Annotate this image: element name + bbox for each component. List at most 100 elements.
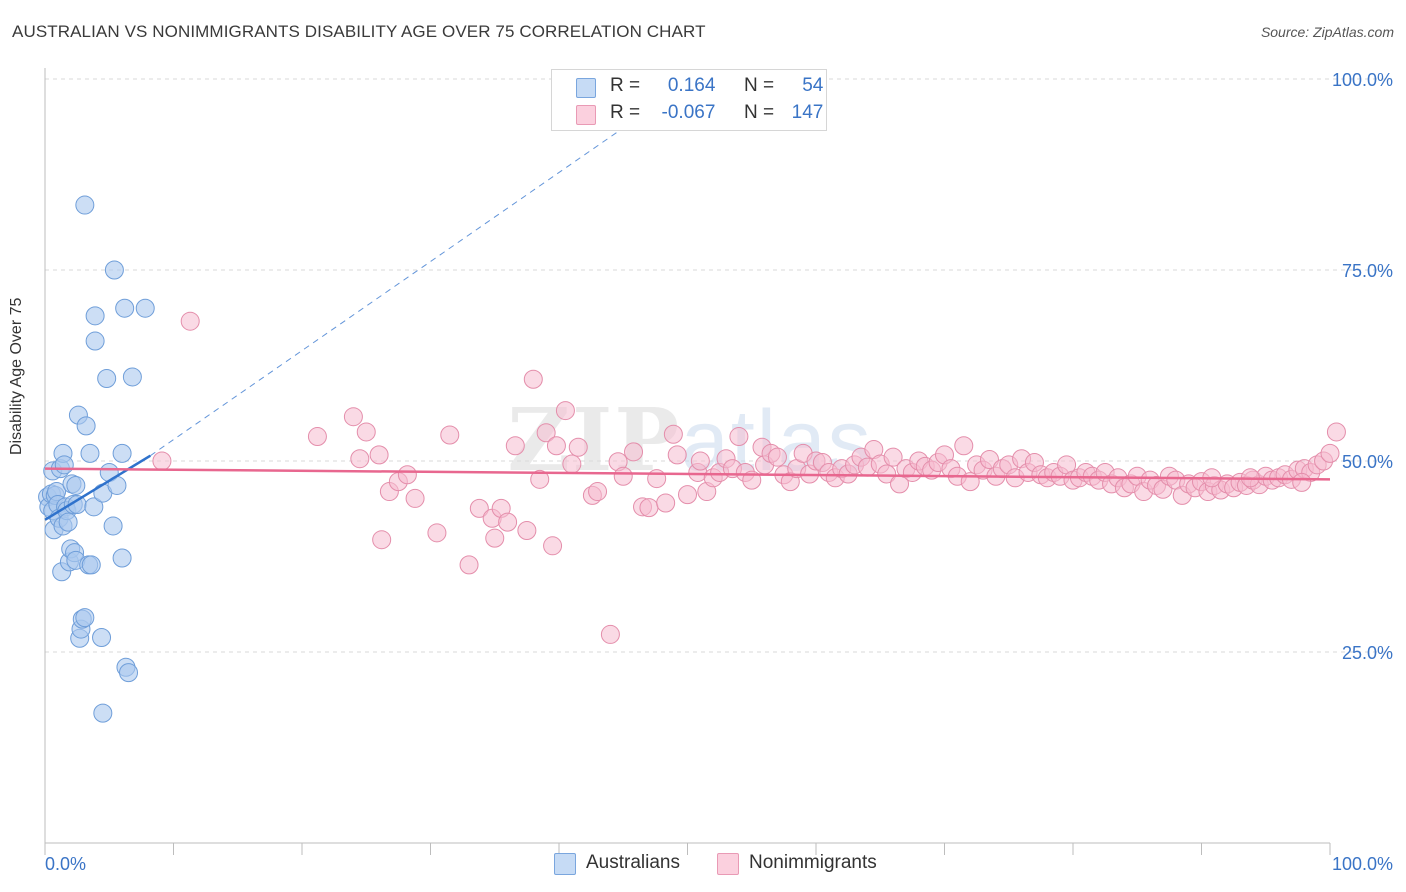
y-tick-label: 100.0% — [1332, 70, 1393, 90]
legend-swatch-blue — [576, 78, 596, 98]
legend-swatch-pink — [576, 105, 596, 125]
legend-n-label: N = — [743, 75, 775, 96]
nonimmigrants-point — [663, 424, 683, 444]
x-tick-label: 0.0% — [45, 854, 86, 874]
nonimmigrants-point — [546, 436, 566, 456]
nonimmigrants-point — [505, 436, 525, 456]
australians-point — [135, 298, 155, 318]
x-tick-label: 100.0% — [1332, 854, 1393, 874]
bottom-legend-label: Australians — [586, 852, 680, 873]
bottom-legend-label: Nonimmigrants — [749, 852, 877, 873]
nonimmigrants-trend-line — [44, 467, 1331, 481]
nonimmigrants-point — [656, 493, 676, 513]
legend-n-label: N = — [743, 102, 775, 123]
australians-trend-line — [44, 454, 152, 521]
nonimmigrants-point — [729, 427, 749, 447]
nonimmigrants-point — [667, 445, 687, 465]
nonimmigrants-point — [954, 436, 974, 456]
australians-point — [104, 260, 124, 280]
nonimmigrants-point — [350, 449, 370, 469]
legend-r-value: -0.067 — [661, 102, 716, 123]
australians-point — [112, 548, 132, 568]
australians-points — [38, 195, 155, 723]
australians-point — [80, 443, 100, 463]
y-tick-label: 50.0% — [1342, 452, 1393, 472]
y-tick-label: 25.0% — [1342, 643, 1393, 663]
legend-r-label: R = — [610, 75, 641, 96]
nonimmigrants-point — [536, 423, 556, 443]
nonimmigrants-point — [427, 523, 447, 543]
nonimmigrants-point — [356, 422, 376, 442]
nonimmigrants-point — [568, 437, 588, 457]
nonimmigrants-point — [152, 451, 172, 471]
australians-point — [84, 497, 104, 517]
australians-point — [76, 416, 96, 436]
australians-point — [85, 306, 105, 326]
legend-n-value: 54 — [802, 75, 824, 96]
nonimmigrants-point — [405, 488, 425, 508]
australians-point — [85, 331, 105, 351]
nonimmigrants-point — [530, 469, 550, 489]
nonimmigrants-point — [600, 624, 620, 644]
nonimmigrants-point — [440, 425, 460, 445]
australians-point — [112, 443, 132, 463]
nonimmigrants-point — [485, 528, 505, 548]
axis-layer — [44, 68, 1331, 855]
nonimmigrants-point — [459, 555, 479, 575]
australians-point — [66, 475, 86, 495]
nonimmigrants-point — [639, 498, 659, 518]
nonimmigrants-point — [767, 447, 787, 467]
nonimmigrants-point — [1292, 472, 1312, 492]
nonimmigrants-point — [523, 369, 543, 389]
nonimmigrants-point — [543, 536, 563, 556]
tick-labels: 25.0% 50.0% 75.0% 100.0% 0.0% 100.0% — [45, 70, 1393, 874]
australians-point — [75, 608, 95, 628]
bottom-legend-swatch-blue — [554, 853, 576, 875]
nonimmigrants-point — [690, 451, 710, 471]
nonimmigrants-point — [979, 449, 999, 469]
australians-point — [54, 455, 74, 475]
chart-title: AUSTRALIAN VS NONIMMIGRANTS DISABILITY A… — [12, 22, 706, 41]
nonimmigrants-point — [469, 498, 489, 518]
australians-trend-extension — [150, 78, 695, 457]
nonimmigrants-point — [613, 466, 633, 486]
nonimmigrants-point — [678, 485, 697, 505]
nonimmigrants-point — [498, 512, 518, 532]
stats-legend: R = 0.164 N = 54 R = -0.067 N = 147 — [551, 69, 827, 131]
australians-point — [58, 512, 78, 532]
legend-n-value: 147 — [791, 102, 824, 123]
nonimmigrants-point — [307, 427, 327, 447]
australians-point — [93, 703, 113, 723]
nonimmigrants-point — [1320, 443, 1340, 463]
nonimmigrants-point — [180, 311, 200, 331]
australians-point — [115, 298, 135, 318]
australians-point — [103, 516, 123, 536]
trend-lines — [44, 78, 1331, 521]
australians-point — [92, 627, 112, 647]
nonimmigrants-point — [372, 530, 392, 550]
legend-r-label: R = — [610, 102, 641, 123]
nonimmigrants-point — [1326, 422, 1346, 442]
nonimmigrants-point — [624, 442, 644, 462]
australians-point — [75, 195, 95, 215]
source-label: Source: ZipAtlas.com — [1260, 24, 1394, 40]
y-axis-label: Disability Age Over 75 — [8, 297, 25, 455]
australians-point — [97, 368, 117, 388]
nonimmigrants-point — [562, 454, 582, 474]
australians-point — [81, 555, 101, 575]
nonimmigrants-point — [369, 445, 389, 465]
nonimmigrants-point — [647, 469, 667, 489]
nonimmigrants-point — [397, 465, 417, 485]
nonimmigrants-point — [588, 482, 608, 502]
bottom-legend-swatch-pink — [717, 853, 739, 875]
australians-point — [119, 663, 139, 683]
australians-point — [122, 367, 142, 387]
nonimmigrants-point — [883, 447, 903, 467]
y-tick-label: 75.0% — [1342, 261, 1393, 281]
nonimmigrants-point — [877, 464, 897, 484]
nonimmigrants-point — [555, 401, 575, 421]
nonimmigrants-point — [343, 407, 363, 427]
legend-r-value: 0.164 — [667, 75, 716, 96]
grid-layer — [45, 78, 1392, 653]
